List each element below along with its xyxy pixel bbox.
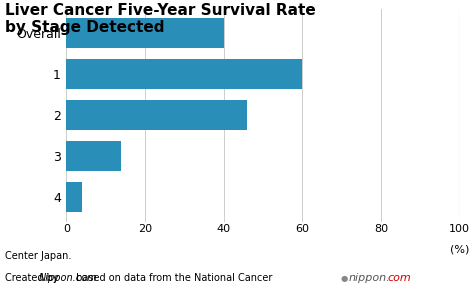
Text: Liver Cancer Five-Year Survival Rate
by Stage Detected: Liver Cancer Five-Year Survival Rate by … bbox=[5, 3, 316, 35]
Bar bbox=[66, 18, 224, 48]
Text: Center Japan.: Center Japan. bbox=[5, 251, 71, 261]
Text: Created by: Created by bbox=[5, 273, 62, 283]
Text: based on data from the National Cancer: based on data from the National Cancer bbox=[73, 273, 273, 283]
Text: com: com bbox=[388, 273, 411, 283]
Text: ●: ● bbox=[341, 273, 351, 283]
Bar bbox=[66, 100, 247, 130]
Bar bbox=[66, 182, 82, 212]
Text: Nippon.com: Nippon.com bbox=[39, 273, 98, 283]
Text: nippon.: nippon. bbox=[348, 273, 390, 283]
Bar bbox=[66, 141, 121, 171]
Bar bbox=[66, 59, 302, 89]
Text: (%): (%) bbox=[450, 244, 469, 254]
